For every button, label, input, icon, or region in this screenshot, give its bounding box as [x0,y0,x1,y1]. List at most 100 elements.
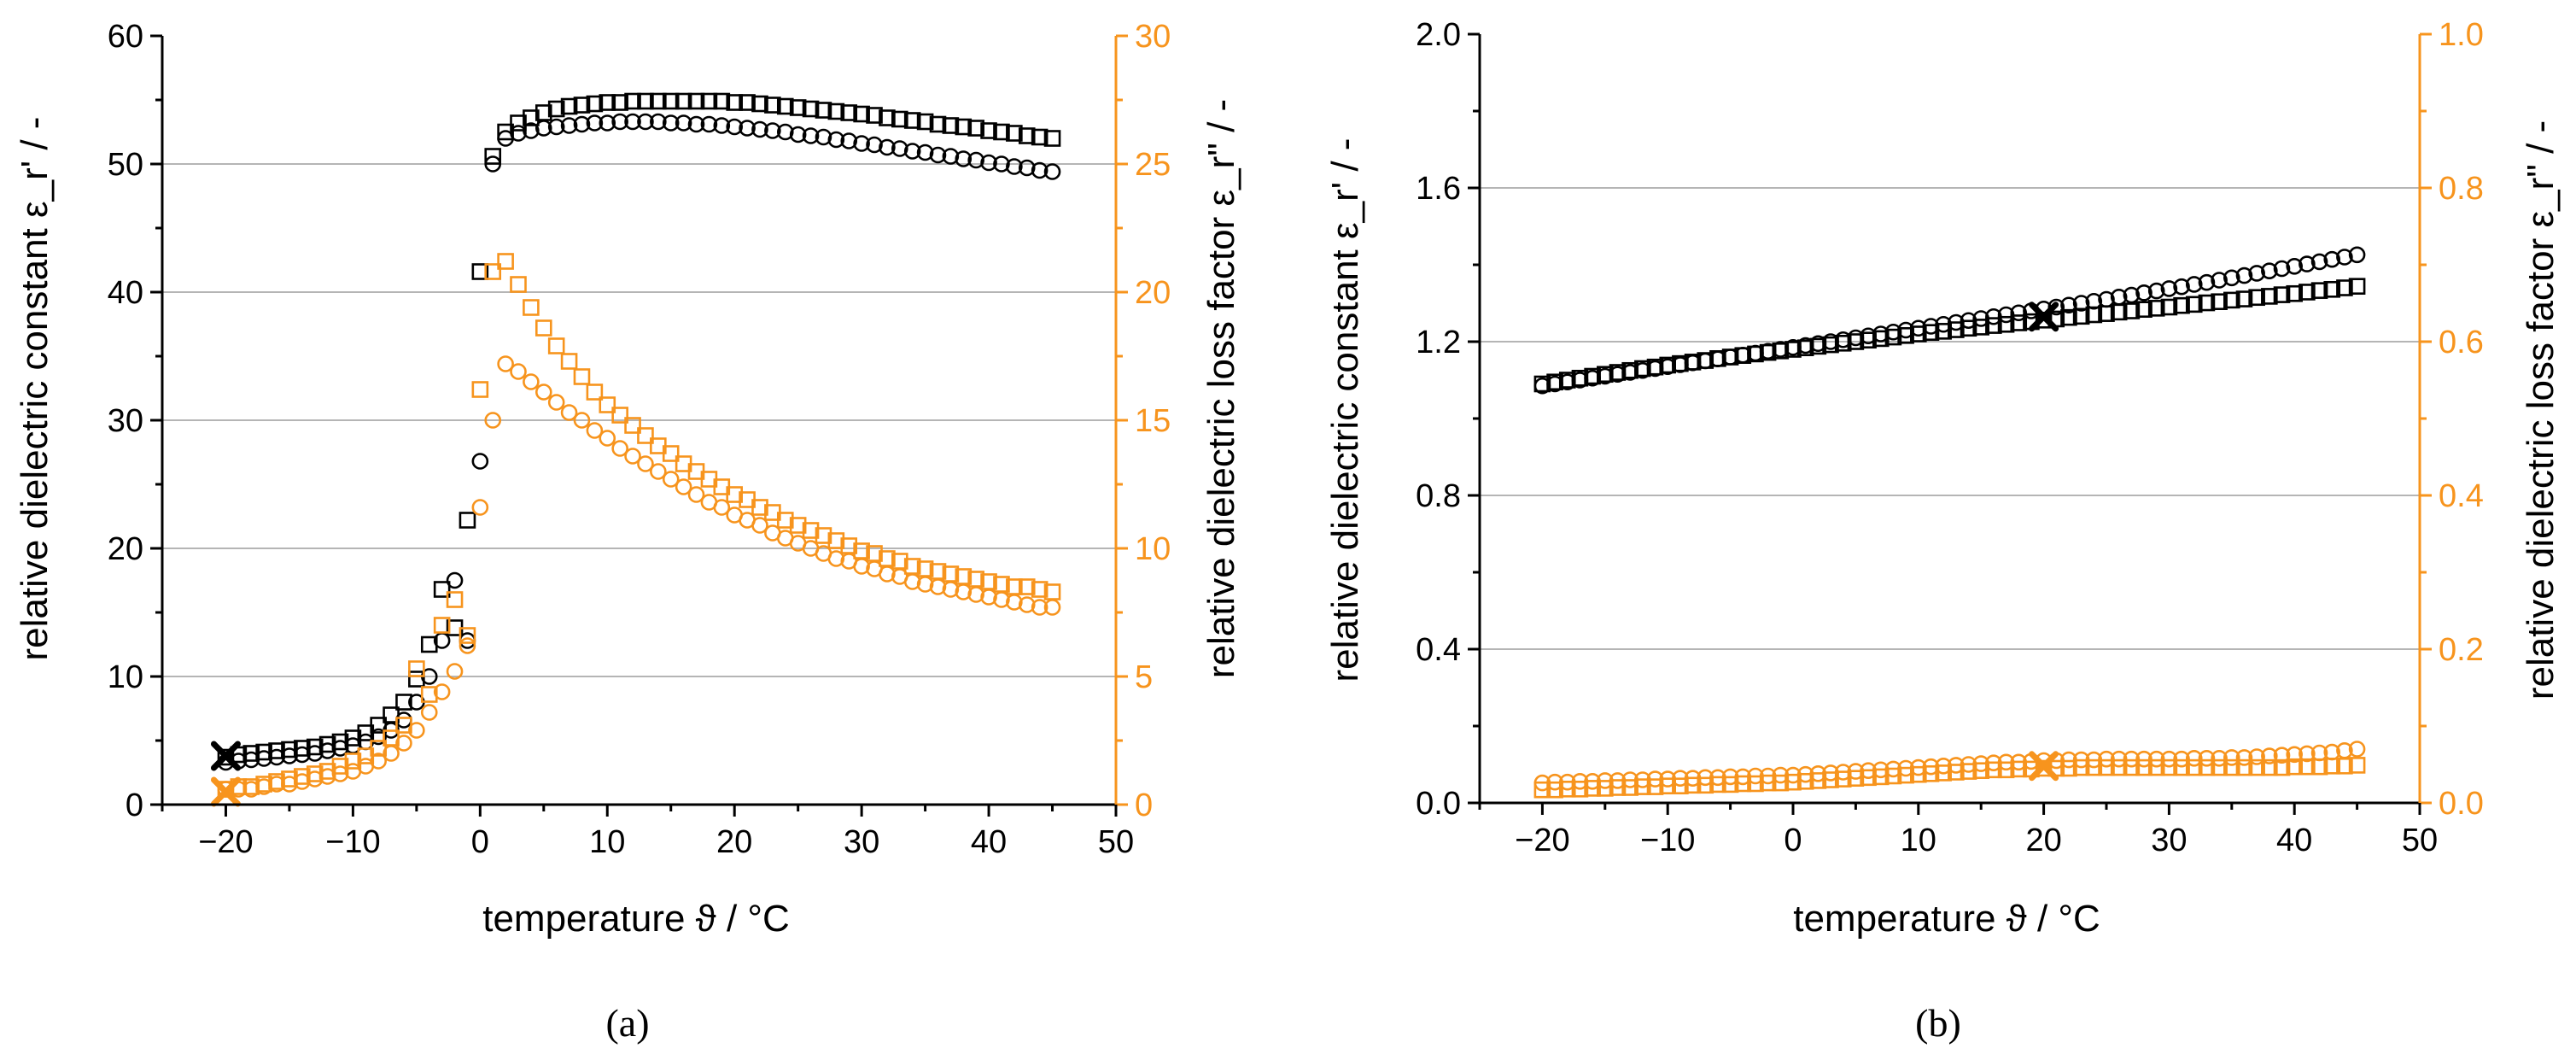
chart-b-point-square [1997,761,2015,779]
chart-a-point-circle [840,132,858,149]
chart-a-point-square [637,427,654,444]
chart-a-point-circle [1043,163,1061,180]
chart-a-point-circle [662,471,680,488]
chart-b-point-circle [2010,304,2028,322]
chart-b-point-circle [1571,772,1589,790]
chart-b-point-circle [2098,750,2115,768]
chart-a-point-circle [484,412,502,429]
chart-b-point-circle [2273,747,2291,764]
chart-b-point-square [2035,759,2053,777]
chart-a-point-circle [433,683,451,700]
chart-a-point-square [789,517,807,534]
chart-b-point-square [2135,758,2153,776]
chart-a-point-square [827,102,845,120]
chart-b-ytick-label: 0.0 [1416,786,1461,822]
chart-b-point-circle [1860,327,1877,345]
chart-b-point-circle [1609,772,1627,789]
chart-b-point-circle [1721,348,1739,366]
chart-b-point-circle [2286,257,2303,275]
chart-b-point-square [2223,758,2240,776]
chart-a-point-square [955,118,973,136]
chart-b-point-circle [1621,771,1638,788]
chart-a-point-circle [726,118,744,136]
chart-a-point-square [751,95,768,113]
chart-b-point-square [2060,308,2077,326]
chart-b-axes [1468,32,2432,815]
chart-a-xtick-label: 10 [589,824,625,860]
chart-b-point-circle [1533,377,1551,395]
chart-a-point-circle [891,140,908,157]
chart-b-ylabel: relative dielectric constant ε_r' / - [1324,138,1366,682]
chart-b-ytick-label: 2.0 [1416,17,1461,53]
chart-a-point-circle [687,115,705,133]
chart-a-point-circle [420,704,438,721]
chart-a-point-circle [281,747,298,764]
chart-b-point-circle [1672,770,1689,788]
chart-b-point-circle [1709,769,1726,787]
chart-a-point-circle [510,125,527,142]
chart-b-point-square [2147,758,2165,776]
chart-a-point-circle [523,373,540,390]
chart-b-point-square [1646,778,1664,795]
chart-b-point-circle [2123,286,2141,304]
chart-a-point-circle [929,146,947,164]
chart-a-point-circle [853,558,870,575]
chart-a-data-markers [210,92,1061,807]
chart-a-point-circle [255,778,272,795]
chart-a-point-circle [318,742,336,759]
chart-b-point-circle [1659,358,1676,376]
chart-b-point-square [2323,280,2341,298]
chart-b-point-square [1659,777,1676,795]
chart-a-point-circle [827,131,845,149]
chart-b-point-circle [1972,310,1989,327]
chart-b-point-square [2060,759,2077,777]
chart-a-point-square [586,384,604,401]
chart-a-point-circle [866,136,883,154]
chart-a-point-square [700,92,718,110]
chart-b-point-circle [1847,329,1865,347]
chart-b-point-circle [1822,764,1839,782]
chart-b-point-square [2235,758,2253,776]
chart-a-point-circle [547,118,565,136]
chart-b-point-circle [1860,762,1877,780]
chart-b-point-circle [2310,744,2328,762]
chart-b-point-square [2072,758,2090,776]
chart-b-point-square [2348,278,2366,296]
chart-b-point-circle [1597,772,1614,789]
chart-a-point-circle [534,120,552,137]
chart-b-point-circle [1584,772,1601,790]
chart-a-point-square [929,115,947,133]
chart-a-point-square [980,122,997,139]
chart-a-point-circle [903,143,921,160]
chart-a-point-square [446,591,464,608]
chart-a-point-square [662,92,680,110]
chart-b-reference-cross-marker [2029,302,2059,332]
chart-b-y2tick-label: 1.0 [2439,17,2484,53]
chart-a-point-circle [560,117,578,134]
chart-a-point-circle [903,573,921,590]
chart-a-point-circle [675,114,692,132]
chart-b-point-circle [2060,296,2077,314]
chart-b-point-circle [2323,743,2341,761]
chart-b-point-square [2286,758,2303,776]
chart-b-point-circle [1822,333,1839,350]
chart-a-point-circle [879,138,896,156]
chart-b-point-circle [2299,745,2316,763]
chart-a-point-circle [993,155,1010,173]
chart-b-xlabel: temperature ϑ / °C [1793,898,2100,940]
chart-b-point-square [2173,758,2190,776]
chart-a-point-square [547,100,565,118]
chart-b-point-square [1546,781,1563,799]
chart-b-point-square [2160,758,2178,776]
chart-b-point-square [2310,282,2328,299]
chart-a-point-circle [980,589,997,606]
chart-b-gridlines [1480,187,2420,650]
chart-b-point-square [1772,774,1790,792]
chart-b-point-circle [2211,749,2228,767]
chart-a-point-circle [1006,594,1023,611]
chart-b-point-square [2273,758,2291,776]
chart-b-point-circle [2299,255,2316,272]
chart-b-point-square [2273,286,2291,303]
chart-a-point-circle [1031,599,1049,616]
chart-b-point-circle [1584,369,1601,387]
